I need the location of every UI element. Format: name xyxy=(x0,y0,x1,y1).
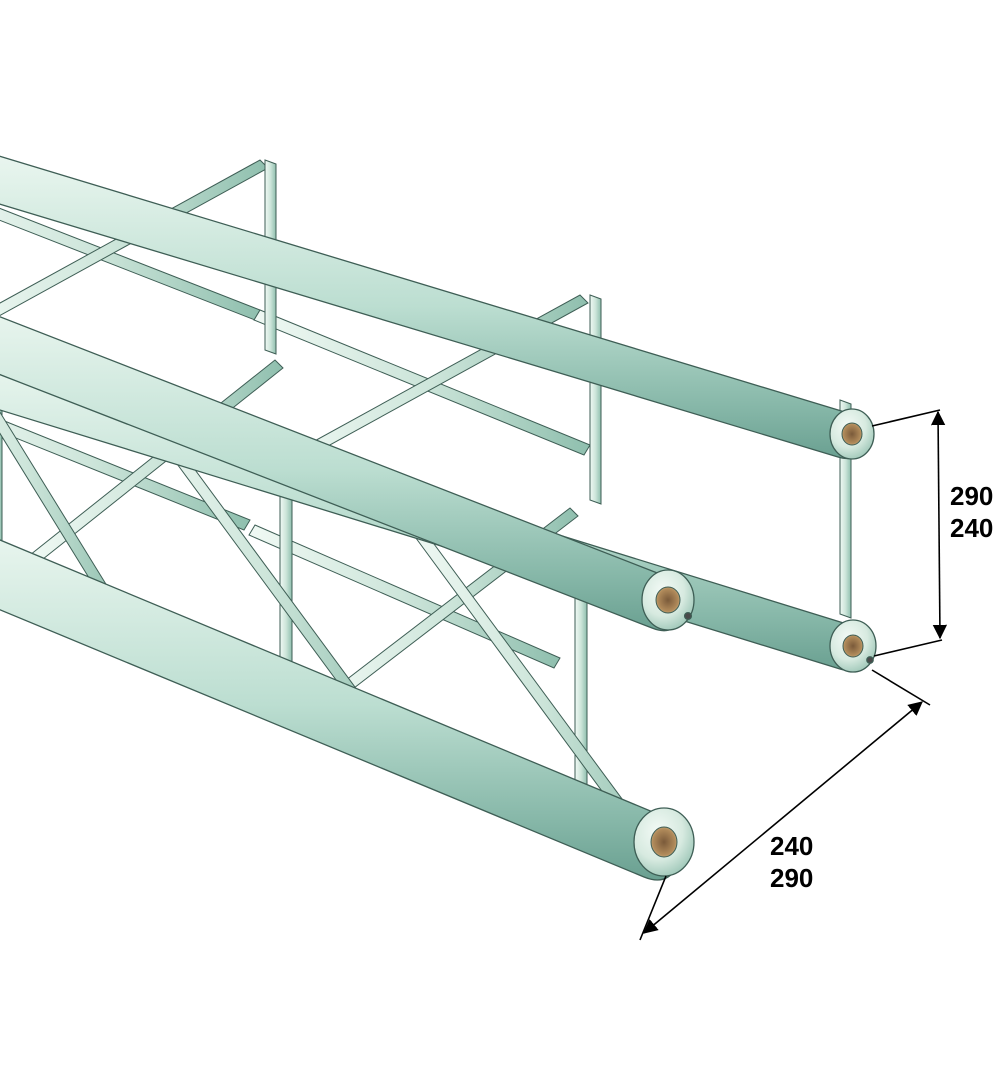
chords xyxy=(0,120,866,880)
cap-front-bottom xyxy=(634,808,694,876)
label-width-outer: 290 xyxy=(770,863,813,893)
label-width-inner: 240 xyxy=(770,831,813,861)
cap-front-top xyxy=(642,570,694,630)
dimension-labels: 290 240 240 290 xyxy=(770,481,993,893)
label-height-outer: 290 xyxy=(950,481,993,511)
label-height-inner: 240 xyxy=(950,513,993,543)
cap-rear-top xyxy=(830,409,874,459)
truss-diagram: 290 240 240 290 xyxy=(0,0,1000,1080)
cap-rear-bottom xyxy=(830,620,876,672)
